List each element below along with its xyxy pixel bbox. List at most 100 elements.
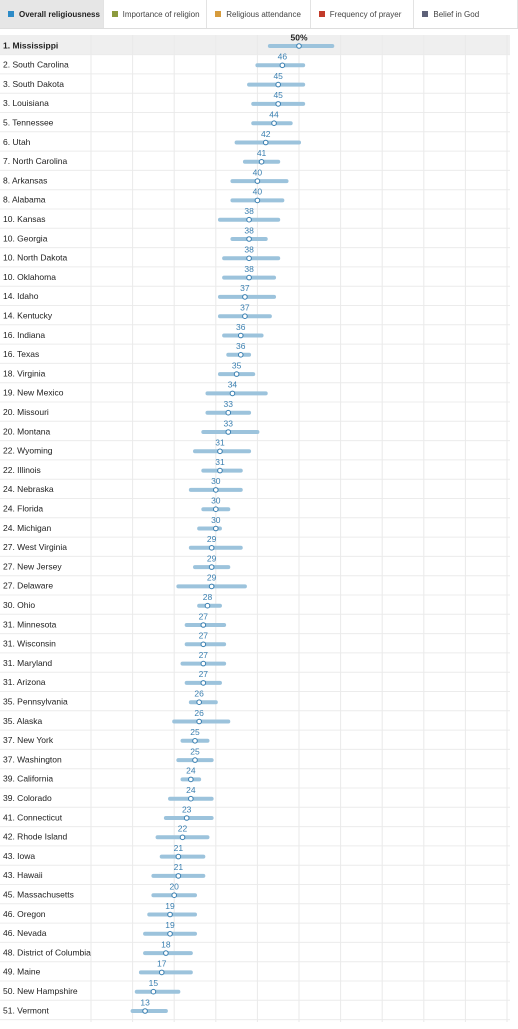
tab-swatch	[111, 11, 118, 17]
state-label: 22. Wyoming	[3, 446, 53, 456]
tab[interactable]: Importance of religion	[104, 0, 208, 28]
state-label: 1. Mississippi	[3, 40, 58, 50]
dot	[262, 139, 269, 146]
state-label: 35. Alaska	[3, 716, 42, 726]
value-label: 24	[186, 785, 196, 795]
dot	[188, 795, 194, 802]
value-label: 38	[244, 245, 254, 255]
value-label: 23	[182, 804, 192, 814]
value-label: 34	[228, 380, 238, 390]
state-label: 37. New York	[3, 735, 54, 745]
state-label: 46. Oregon	[3, 909, 46, 919]
dot	[275, 101, 282, 107]
dot	[246, 255, 252, 262]
state-label: 8. Arkansas	[3, 175, 47, 185]
state-label: 45. Massachusetts	[3, 889, 74, 899]
tab-label: Belief in God	[433, 9, 480, 19]
value-label: 25	[190, 727, 200, 737]
value-label: 20	[169, 881, 179, 891]
value-label: 27	[199, 631, 209, 641]
state-label: 49. Maine	[3, 967, 41, 977]
value-label: 18	[161, 939, 171, 949]
value-label: 21	[174, 862, 184, 872]
dot	[208, 583, 215, 590]
state-label: 18. Virginia	[3, 368, 46, 378]
dot	[150, 988, 157, 995]
state-label: 27. New Jersey	[3, 561, 62, 571]
value-label: 13	[140, 997, 150, 1007]
dot	[254, 178, 261, 184]
tab[interactable]: Belief in God	[414, 0, 518, 28]
dot	[183, 815, 190, 821]
value-label: 31	[215, 438, 225, 448]
value-label: 29	[207, 534, 217, 544]
value-label: 33	[224, 399, 234, 409]
dot	[200, 622, 207, 628]
state-label: 3. South Dakota	[3, 79, 64, 89]
value-label: 27	[199, 611, 209, 621]
value-label: 35	[232, 360, 242, 370]
tab[interactable]: Overall religiousness	[0, 0, 104, 28]
state-label: 43. Hawaii	[3, 870, 43, 880]
value-label: 40	[253, 187, 263, 197]
value-label: 25	[190, 746, 200, 756]
state-label: 31. Minnesota	[3, 619, 57, 629]
state-label: 5. Tennessee	[3, 117, 54, 127]
dot	[163, 950, 169, 956]
dot	[200, 641, 207, 648]
state-label: 16. Texas	[3, 349, 39, 359]
value-label: 46	[278, 52, 288, 62]
dot	[242, 313, 248, 320]
value-label: 27	[199, 650, 209, 660]
row-highlight	[0, 35, 510, 55]
dot	[213, 506, 219, 513]
value-label: 36	[236, 322, 246, 332]
state-label: 46. Nevada	[3, 928, 47, 938]
value-label: 30	[211, 495, 221, 505]
dot	[179, 834, 186, 841]
value-label: 41	[257, 148, 267, 158]
dot	[196, 699, 202, 706]
dot	[192, 757, 198, 763]
state-label: 20. Missouri	[3, 407, 49, 417]
dot	[171, 892, 177, 899]
state-label: 14. Idaho	[3, 291, 39, 301]
state-label: 10. Georgia	[3, 233, 48, 243]
dot	[242, 294, 248, 300]
dot	[158, 969, 165, 976]
value-label: 21	[174, 843, 184, 853]
dot	[200, 680, 207, 686]
tab-swatch	[318, 11, 325, 17]
tab-bar: Overall religiousness Importance of relig…	[0, 0, 518, 29]
dot	[208, 545, 215, 551]
value-label: 15	[149, 978, 159, 988]
value-label: 27	[199, 669, 209, 679]
value-label: 26	[194, 708, 204, 718]
state-label: 6. Utah	[3, 137, 31, 147]
state-label: 27. Delaware	[3, 581, 53, 591]
dot	[237, 352, 244, 358]
dot	[246, 216, 252, 223]
value-label: 37	[240, 302, 250, 312]
tab[interactable]: Religious attendance	[207, 0, 311, 28]
value-label: 19	[165, 920, 175, 930]
dot	[208, 564, 215, 570]
dot	[271, 120, 277, 126]
value-label: 45	[273, 71, 283, 81]
state-label: 31. Arizona	[3, 677, 46, 687]
value-label: 38	[244, 225, 254, 235]
dot	[204, 602, 211, 609]
dot	[275, 81, 282, 88]
state-label: 41. Connecticut	[3, 812, 63, 822]
state-label: 48. District of Columbia	[3, 947, 91, 957]
dot	[237, 332, 244, 339]
tab-label: Importance of religion	[122, 9, 200, 19]
state-label: 14. Kentucky	[3, 310, 53, 320]
state-label: 19. New Mexico	[3, 388, 64, 398]
tab[interactable]: Frequency of prayer	[311, 0, 415, 28]
dot	[225, 409, 232, 416]
value-label: 38	[244, 206, 254, 216]
state-label: 16. Indiana	[3, 330, 45, 340]
dot	[225, 429, 232, 435]
